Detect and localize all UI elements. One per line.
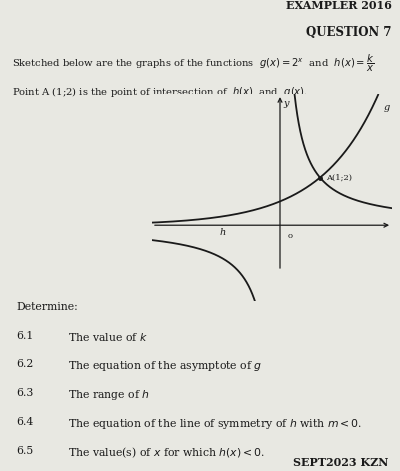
Text: 6.4: 6.4	[16, 417, 33, 427]
Text: A(1;2): A(1;2)	[326, 174, 352, 182]
Text: 6.3: 6.3	[16, 388, 33, 398]
Text: 6.2: 6.2	[16, 359, 33, 369]
Text: y: y	[283, 99, 289, 108]
Text: h: h	[220, 228, 226, 237]
Text: QUESTION 7: QUESTION 7	[306, 26, 392, 40]
Text: Sketched below are the graphs of the functions  $g(x) = 2^x$  and  $h(x) = \dfra: Sketched below are the graphs of the fun…	[12, 53, 374, 74]
Text: The equation of the line of symmetry of $h$ with $m <0$.: The equation of the line of symmetry of …	[68, 417, 362, 431]
Text: Point A (1;2) is the point of intersection of  $h(x)$  and  $g(x)$.: Point A (1;2) is the point of intersecti…	[12, 85, 308, 99]
Text: The range of $h$: The range of $h$	[68, 388, 150, 402]
Text: 6.1: 6.1	[16, 331, 33, 341]
Text: 6.5: 6.5	[16, 446, 33, 456]
Text: g: g	[384, 103, 390, 112]
Text: o: o	[287, 232, 292, 240]
Text: Determine:: Determine:	[16, 302, 78, 312]
Text: The value of $k$: The value of $k$	[68, 331, 148, 343]
Text: The value(s) of $x$ for which $h(x) <0$.: The value(s) of $x$ for which $h(x) <0$.	[68, 446, 265, 460]
Text: The equation of the asymptote of $g$: The equation of the asymptote of $g$	[68, 359, 262, 374]
Text: EXAMPLER 2016: EXAMPLER 2016	[286, 0, 392, 11]
Text: SEPT2023 KZN: SEPT2023 KZN	[293, 456, 388, 468]
